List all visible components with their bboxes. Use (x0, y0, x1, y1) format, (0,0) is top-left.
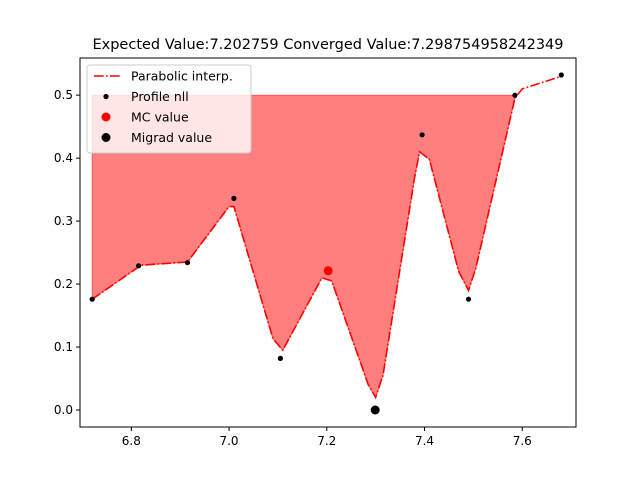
point-profile-nll (465, 296, 472, 302)
legend-marker-profile-nll (103, 93, 109, 100)
legend-label-parabolic-interp-: Parabolic interp. (131, 69, 233, 84)
legend-marker-mc-value (101, 112, 111, 122)
point-profile-nll (419, 132, 425, 138)
x-tick-label: 7.4 (415, 434, 434, 448)
x-tick-label: 6.8 (122, 434, 141, 448)
series-line-parabolic-interp (91, 75, 562, 400)
y-tick-label: 0.3 (54, 214, 73, 228)
y-tick-label: 0.1 (54, 340, 73, 354)
line-layer (91, 75, 562, 400)
plot-area-frame (79, 57, 577, 428)
legend-label-migrad-value: Migrad value (131, 130, 212, 145)
points-layer (89, 72, 564, 415)
point-migrad-value (370, 405, 380, 415)
x-tick-label: 7.6 (513, 434, 532, 448)
chart-title: Expected Value:7.202759 Converged Value:… (92, 37, 563, 53)
y-tick-label: 0.2 (54, 277, 73, 291)
legend-label-profile-nll: Profile nll (131, 89, 189, 104)
x-tick-label: 7.0 (219, 434, 238, 448)
point-profile-nll (184, 260, 191, 266)
point-profile-nll (136, 263, 142, 269)
y-tick-label: 0.5 (54, 88, 73, 102)
point-profile-nll (277, 355, 283, 361)
legend: Parabolic interp. Profile nll MC value Migr… (86, 64, 252, 154)
point-profile-nll (89, 296, 95, 302)
y-tick-label: 0.0 (54, 403, 73, 417)
legend-frame (86, 64, 252, 154)
x-tick-label: 7.2 (317, 434, 336, 448)
legend-label-mc-value: MC value (131, 110, 189, 125)
point-profile-nll (558, 72, 564, 78)
y-tick-label: 0.4 (54, 151, 73, 165)
x-axis: 6.8 7.0 7.2 7.4 7.6 (122, 427, 532, 448)
point-profile-nll (512, 92, 518, 98)
legend-marker-migrad-value (101, 133, 111, 142)
point-mc-value (323, 266, 333, 276)
y-axis: 0.0 0.1 0.2 0.3 0.4 0.5 (54, 88, 80, 417)
point-profile-nll (231, 195, 237, 201)
